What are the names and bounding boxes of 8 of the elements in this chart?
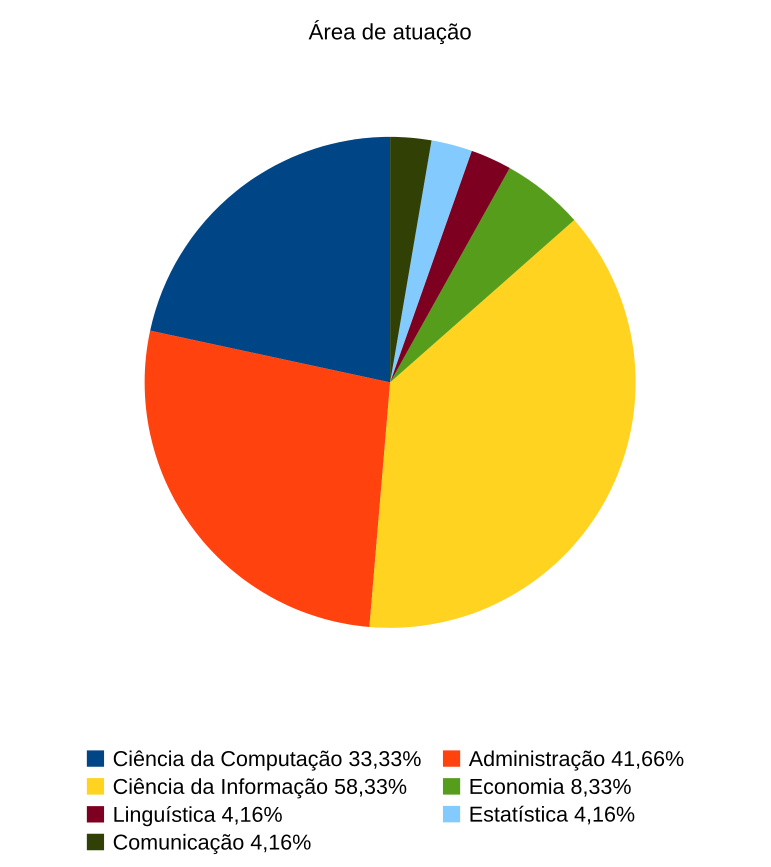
- legend-label: Estatística 4,16%: [470, 806, 634, 824]
- legend-label: Comunicação 4,16%: [114, 834, 311, 854]
- legend-label: Ciência da Informação 58,33%: [114, 778, 406, 798]
- legend-label: Administração 41,66%: [468, 750, 684, 771]
- chart-title: Área de atuação: [308, 20, 471, 44]
- legend-label: Economia 8,33%: [470, 778, 631, 797]
- legend-label: Ciência da Computação 33,33%: [114, 750, 421, 771]
- legend-label: Linguística 4,16%: [114, 806, 282, 826]
